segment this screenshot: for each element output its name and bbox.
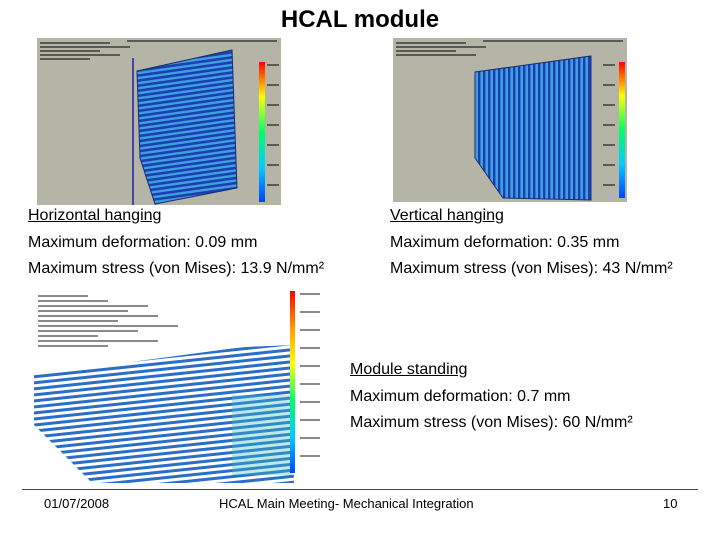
fea-vertical-hanging-image [393,38,627,202]
vertical-hanging-stress: Maximum stress (von Mises): 43 N/mm² [390,260,673,277]
slide-title: HCAL module [280,6,440,33]
footer-meeting: HCAL Main Meeting- Mechanical Integratio… [219,496,474,511]
module-standing-stress: Maximum stress (von Mises): 60 N/mm² [350,414,633,431]
module-standing-deformation: Maximum deformation: 0.7 mm [350,387,571,405]
horizontal-hanging-heading: Horizontal hanging [28,207,162,224]
horizontal-hanging-deformation: Maximum deformation: 0.09 mm [28,233,258,251]
module-standing-caption: Module standing Maximum deformation: 0.7… [350,357,633,437]
vertical-hanging-caption: Vertical hanging Maximum deformation: 0.… [390,203,673,283]
footer-page-number: 10 [663,496,678,511]
footer-divider [22,489,698,490]
horizontal-hanging-caption: Horizontal hanging Maximum deformation: … [28,203,324,283]
vertical-hanging-deformation: Maximum deformation: 0.35 mm [390,233,620,251]
vertical-hanging-heading: Vertical hanging [390,207,504,224]
horizontal-hanging-stress: Maximum stress (von Mises): 13.9 N/mm² [28,260,325,277]
fea-horizontal-hanging-image [37,38,281,205]
module-standing-heading: Module standing [350,361,468,378]
fea-module-standing-image [32,285,332,485]
footer-date: 01/07/2008 [44,496,110,511]
